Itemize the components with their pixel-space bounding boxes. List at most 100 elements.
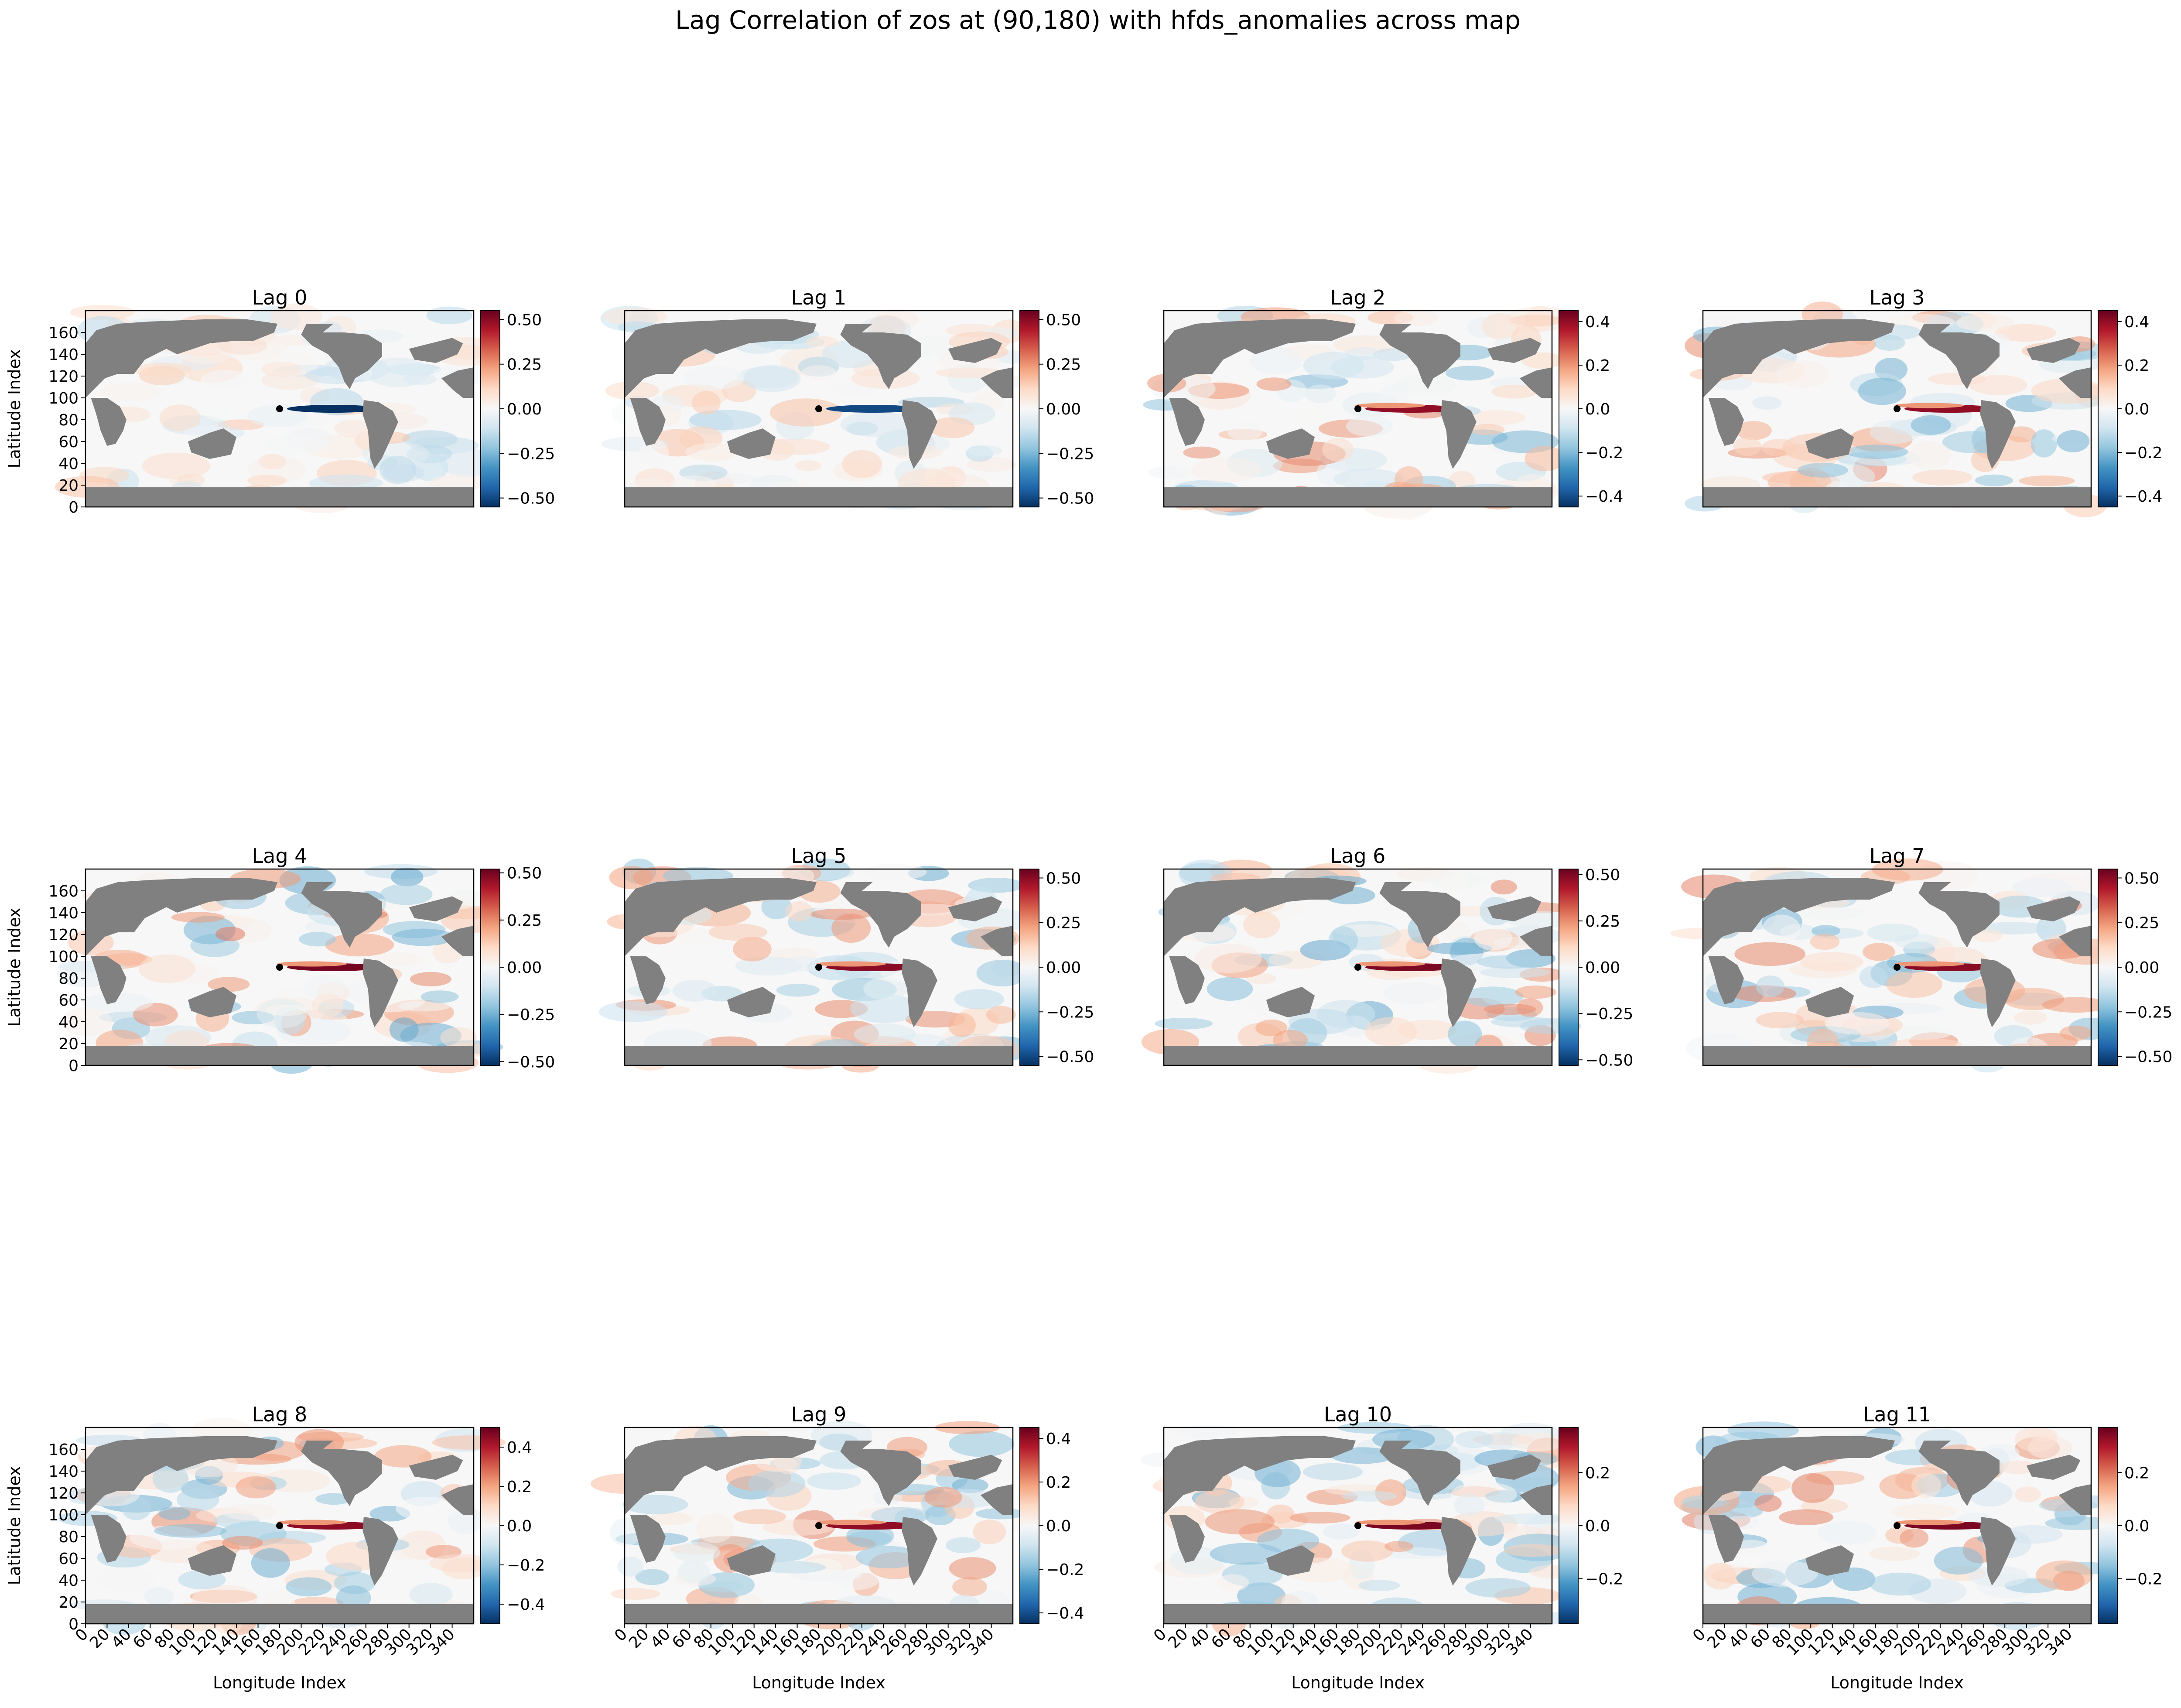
land-mask xyxy=(625,319,1013,507)
correlation-blob xyxy=(2003,1525,2063,1544)
y-tick-label: 100 xyxy=(48,948,79,966)
colorbar-tick-label: −0.4 xyxy=(2124,488,2162,506)
y-tick-label: 0 xyxy=(68,499,79,517)
continent xyxy=(1169,1515,1205,1563)
correlation-blob xyxy=(748,1470,806,1497)
continent xyxy=(980,367,1013,398)
correlation-blob xyxy=(1394,310,1438,326)
correlation-blob xyxy=(379,455,417,484)
colorbar xyxy=(480,310,500,507)
land-mask xyxy=(1703,1436,2091,1624)
correlation-blob xyxy=(639,439,669,467)
reference-point-marker xyxy=(1354,964,1361,971)
correlation-blob xyxy=(276,985,307,998)
correlation-blob xyxy=(850,994,919,1023)
equatorial-anomaly xyxy=(277,961,347,967)
correlation-blob xyxy=(805,336,838,348)
correlation-blob xyxy=(1969,1565,2028,1587)
continent xyxy=(2026,896,2081,921)
continent xyxy=(1918,324,2000,389)
correlation-blob xyxy=(1292,411,1324,422)
correlation-blob xyxy=(264,435,329,455)
colorbar-tick-label: 0.50 xyxy=(1585,866,1620,884)
colorbar-tick-label: −0.2 xyxy=(1585,1571,1623,1588)
y-tick-label: 120 xyxy=(48,1485,79,1503)
correlation-blob xyxy=(691,391,721,415)
correlation-blob xyxy=(1891,1504,1957,1520)
correlation-blob xyxy=(649,1512,693,1525)
correlation-blob xyxy=(742,365,801,392)
colorbar-tick-label: −0.2 xyxy=(1585,444,1623,462)
panel-title: Lag 4 xyxy=(252,844,308,868)
antarctica xyxy=(625,1604,1013,1624)
correlation-blob xyxy=(158,1506,191,1520)
correlation-blob xyxy=(611,403,640,424)
antarctica xyxy=(1703,1046,2091,1065)
correlation-blob xyxy=(144,1587,174,1606)
correlation-blob xyxy=(396,1496,457,1521)
panel-lag-6: Lag 6 −0.50 −0.25 0.00 0.25 0.50 xyxy=(1141,844,1633,1074)
y-tick-label: 40 xyxy=(58,1013,79,1031)
y-axis-label: Latitude Index xyxy=(5,349,24,468)
colorbar-tick-label: 0.25 xyxy=(507,356,542,374)
y-axis-label: Latitude Index xyxy=(5,907,24,1027)
correlation-blob xyxy=(605,381,660,400)
correlation-blob xyxy=(1886,971,1942,998)
correlation-blob xyxy=(1155,1018,1213,1030)
correlation-blob xyxy=(426,306,473,325)
y-tick-label: 160 xyxy=(48,1441,79,1459)
correlation-blob xyxy=(733,1509,786,1524)
colorbar-tick-label: 0.0 xyxy=(1585,1517,1610,1535)
colorbar-tick-label: 0.0 xyxy=(1046,1517,1071,1535)
y-tick-label: 160 xyxy=(48,324,79,342)
continent xyxy=(362,400,398,469)
colorbar-tick-label: −0.2 xyxy=(2124,1571,2162,1588)
panel-lag-11: Lag 110204060801001201401601802002202402… xyxy=(1674,1403,2162,1692)
correlation-blob xyxy=(1383,982,1445,1004)
equatorial-anomaly xyxy=(287,405,380,413)
correlation-blob xyxy=(689,410,762,430)
correlation-blob xyxy=(142,452,210,479)
colorbar-tick-label: 0.0 xyxy=(507,1517,532,1535)
correlation-blob xyxy=(1752,396,1782,410)
correlation-blob xyxy=(1341,1540,1393,1562)
continent xyxy=(625,878,817,956)
correlation-blob xyxy=(1462,986,1524,1007)
x-axis-label: Longitude Index xyxy=(752,1673,885,1692)
colorbar xyxy=(1019,310,1039,507)
continent xyxy=(1487,896,1542,921)
antarctica xyxy=(85,1604,474,1624)
continent xyxy=(301,324,382,389)
panel-title: Lag 3 xyxy=(1870,286,1925,309)
y-tick-label: 0 xyxy=(68,1057,79,1075)
continent xyxy=(727,987,776,1017)
panel-lag-1: Lag 1 −0.50 −0.25 0.00 0.25 0.50 xyxy=(600,286,1094,510)
correlation-blob xyxy=(380,883,433,905)
correlation-blob xyxy=(1455,1431,1493,1448)
correlation-blob xyxy=(1521,352,1563,369)
correlation-blob xyxy=(952,1478,988,1493)
continent xyxy=(1980,958,2016,1027)
continent xyxy=(948,896,1002,921)
colorbar-tick-label: 0.00 xyxy=(507,959,542,977)
correlation-blob xyxy=(1289,1512,1350,1524)
correlation-blob xyxy=(1869,1546,1920,1561)
correlation-blob xyxy=(152,1464,188,1493)
correlation-blob xyxy=(304,975,348,1000)
colorbar-tick-label: −0.2 xyxy=(1046,1561,1084,1579)
land-mask xyxy=(1703,319,2091,507)
continent xyxy=(1918,1441,2000,1506)
correlation-blob xyxy=(1776,360,1829,388)
antarctica xyxy=(1703,487,2091,507)
correlation-blob xyxy=(1734,942,1805,966)
panel-title: Lag 1 xyxy=(791,286,847,309)
correlation-blob xyxy=(2014,1486,2041,1503)
correlation-blob xyxy=(1442,873,1469,892)
correlation-blob xyxy=(1811,925,1841,937)
correlation-blob xyxy=(1846,445,1908,459)
colorbar-tick-label: 0.50 xyxy=(507,311,542,329)
correlation-blob xyxy=(1481,313,1520,340)
reference-point-marker xyxy=(1894,1522,1901,1529)
correlation-blob xyxy=(286,1577,332,1597)
correlation-blob xyxy=(1858,377,1906,405)
